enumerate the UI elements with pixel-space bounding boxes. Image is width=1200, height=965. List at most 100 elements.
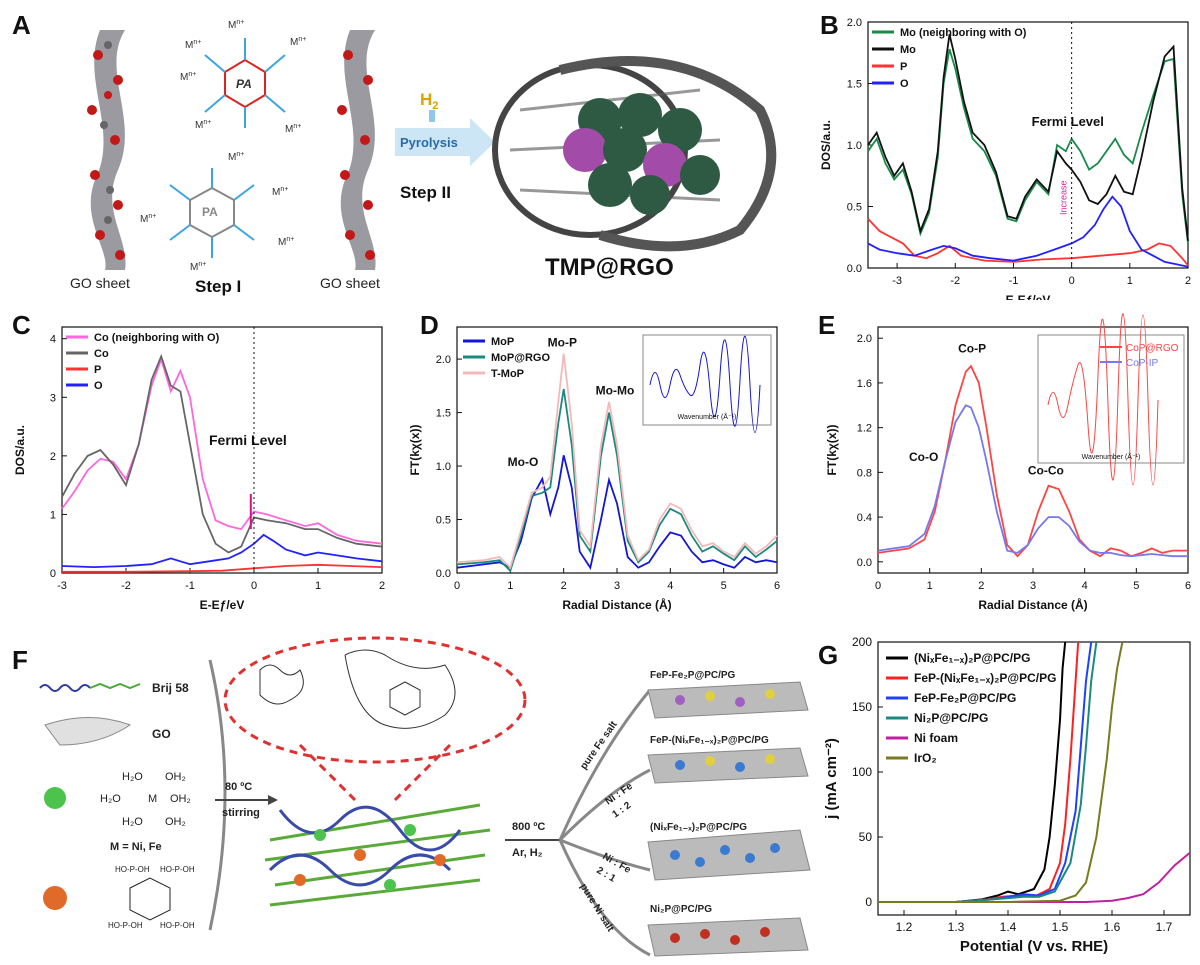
svg-text:HO-P-OH: HO-P-OH: [108, 921, 143, 930]
x-tick-label: -2: [950, 275, 960, 287]
x-tick-label: -1: [1009, 275, 1019, 287]
y-tick-label: 0.0: [847, 263, 862, 275]
svg-text:Mn+: Mn+: [228, 151, 244, 163]
legend-label: Mo: [900, 44, 916, 56]
product-3-sheet: [647, 829, 811, 881]
y-tick-label: 1.6: [857, 378, 872, 390]
go-sheet-left-graphic: [87, 30, 126, 270]
series-line-3: [61, 533, 383, 569]
x-tick-label: 4: [667, 580, 673, 592]
svg-text:Mn+: Mn+: [278, 236, 294, 248]
legend-label: P: [94, 364, 101, 376]
product-2-label: FeP-(NiₓFe₁₋ₓ)₂P@PC/PG: [650, 735, 769, 746]
svg-text:OH₂: OH₂: [165, 816, 186, 828]
x-tick-label: 1: [927, 580, 933, 592]
legend-label: Ni foam: [914, 731, 958, 745]
x-tick-label: 2: [1185, 275, 1191, 287]
co-o-label: Co-O: [909, 450, 938, 464]
legend-label: FeP-(NiₓFe₁₋ₓ)₂P@PC/PG: [914, 671, 1056, 685]
go-sheet-right-label: GO sheet: [320, 275, 380, 291]
svg-text:H₂O: H₂O: [122, 816, 143, 828]
x-tick-label: 5: [1133, 580, 1139, 592]
panel-label-d: D: [420, 310, 439, 340]
step1-label: Step I: [195, 277, 241, 296]
y-tick-label: 4: [50, 334, 56, 346]
mo-mo-label: Mo-Mo: [596, 383, 635, 397]
chart-e-ft-cop: 0 1 2 3 4 5 6 0.0 0.4 0.8 1.2 1.6 2.0 Radial Distance…: [825, 313, 1191, 612]
inset-curve: [649, 335, 761, 433]
x-tick-label: 1.2: [896, 920, 913, 934]
co-co-label: Co-Co: [1028, 464, 1064, 478]
x-tick-label: 1.4: [1000, 920, 1017, 934]
tmp-rgo-label: TMP@RGO: [545, 254, 674, 281]
pa-label-bottom: PA: [202, 205, 218, 219]
svg-text:HO-P-OH: HO-P-OH: [115, 865, 150, 874]
plot-frame: [867, 21, 1189, 269]
y-tick-label: 150: [852, 700, 872, 714]
x-axis-label: E-Eƒ/eV: [1006, 293, 1051, 300]
svg-text:H₂O: H₂O: [122, 771, 143, 783]
x-tick-label: 1: [315, 580, 321, 592]
x-tick-label: 1.7: [1156, 920, 1173, 934]
y-tick-label: 2.0: [436, 354, 451, 366]
legend-label: MoP@RGO: [491, 352, 550, 364]
product-4-label: Ni₂P@PC/PG: [650, 904, 712, 915]
y-tick-label: 1: [50, 509, 56, 521]
x-tick-label: 5: [721, 580, 727, 592]
series-line-2: [456, 353, 778, 570]
fermi-level-label: Fermi Level: [209, 432, 287, 448]
phytic-acid-structure: [129, 877, 171, 921]
go-graphic: [44, 717, 132, 746]
y-axis-label: DOS/a.u.: [820, 120, 833, 170]
x-tick-label: 0: [251, 580, 257, 592]
y-tick-label: 2.0: [847, 17, 862, 29]
y-tick-label: 1.5: [436, 408, 451, 420]
y-tick-label: 1.5: [847, 79, 862, 91]
y-tick-label: 0.0: [436, 568, 451, 580]
mo-o-label: Mo-O: [508, 455, 539, 469]
x-tick-label: -2: [121, 580, 131, 592]
pa-molecule-top: [204, 38, 286, 128]
chart-g-lsv: 1.2 1.3 1.4 1.5 1.6 1.7 0 50 100 150 200 Potential …: [823, 635, 1191, 955]
plot-frame: [61, 326, 383, 574]
legend-label: Co (neighboring with O): [94, 332, 220, 344]
y-tick-label: 200: [852, 635, 872, 649]
series-line-1: [867, 34, 1189, 241]
panel-f: F Brij 58 GO H₂O OH₂ H₂O M OH₂ H₂O OH₂ M = N…: [0, 630, 820, 960]
go-sheet-right-graphic: [337, 30, 376, 270]
y-tick-label: 50: [859, 830, 873, 844]
y-tick-label: 1.2: [857, 423, 872, 435]
x-tick-label: 1.5: [1052, 920, 1069, 934]
metal-def-label: M = Ni, Fe: [110, 841, 162, 853]
legend-label: FeP-Fe₂P@PC/PG: [914, 691, 1016, 705]
inset-xlabel: Wavenumber (Å⁻¹): [678, 412, 737, 421]
svg-text:Mn+: Mn+: [195, 119, 211, 131]
x-tick-label: 2: [978, 580, 984, 592]
fermi-level-label: Fermi Level: [1032, 114, 1104, 129]
brij-chain-green: [89, 682, 141, 690]
legend-label: O: [94, 380, 103, 392]
chart-c-dos-co: -3 -2 -1 0 1 2 0 1 2 3 4 E-Eƒ/eV DOS/a.u. Co (neighbo…: [13, 326, 385, 612]
panel-label-b: B: [820, 10, 839, 40]
cond1-temp: 80 ºC: [225, 781, 252, 793]
svg-text:Mn+: Mn+: [228, 19, 244, 31]
legend-label: Mo (neighboring with O): [900, 27, 1027, 39]
panel-label-e: E: [818, 310, 836, 340]
y-tick-label: 2.0: [857, 333, 872, 345]
panel-a-schematic: GO sheet PA Mn+ Mn+ Mn+ Mn+ Mn+ Mn+ PA M…: [70, 19, 777, 296]
bracket-curve-left: [208, 659, 227, 931]
legend-label: CoP-IP: [1126, 358, 1159, 369]
chart-d-ft-mop: 0 1 2 3 4 5 6 0.0 0.5 1.0 1.5 2.0 Radial Distance (Å…: [408, 326, 780, 612]
y-tick-label: 1.0: [436, 461, 451, 473]
y-tick-label: 1.0: [847, 140, 862, 152]
y-axis-label: FT(kχ(x)): [825, 425, 839, 476]
legend-label: P: [900, 61, 907, 73]
green-sphere-icon: [44, 787, 66, 809]
y-axis-label: j (mA cm⁻²): [823, 738, 840, 820]
svg-text:OH₂: OH₂: [165, 771, 186, 783]
y-tick-label: 100: [852, 765, 872, 779]
x-tick-label: 4: [1082, 580, 1088, 592]
x-tick-label: -3: [57, 580, 67, 592]
y-tick-label: 0: [865, 895, 872, 909]
product-4-sheet: [647, 917, 809, 957]
